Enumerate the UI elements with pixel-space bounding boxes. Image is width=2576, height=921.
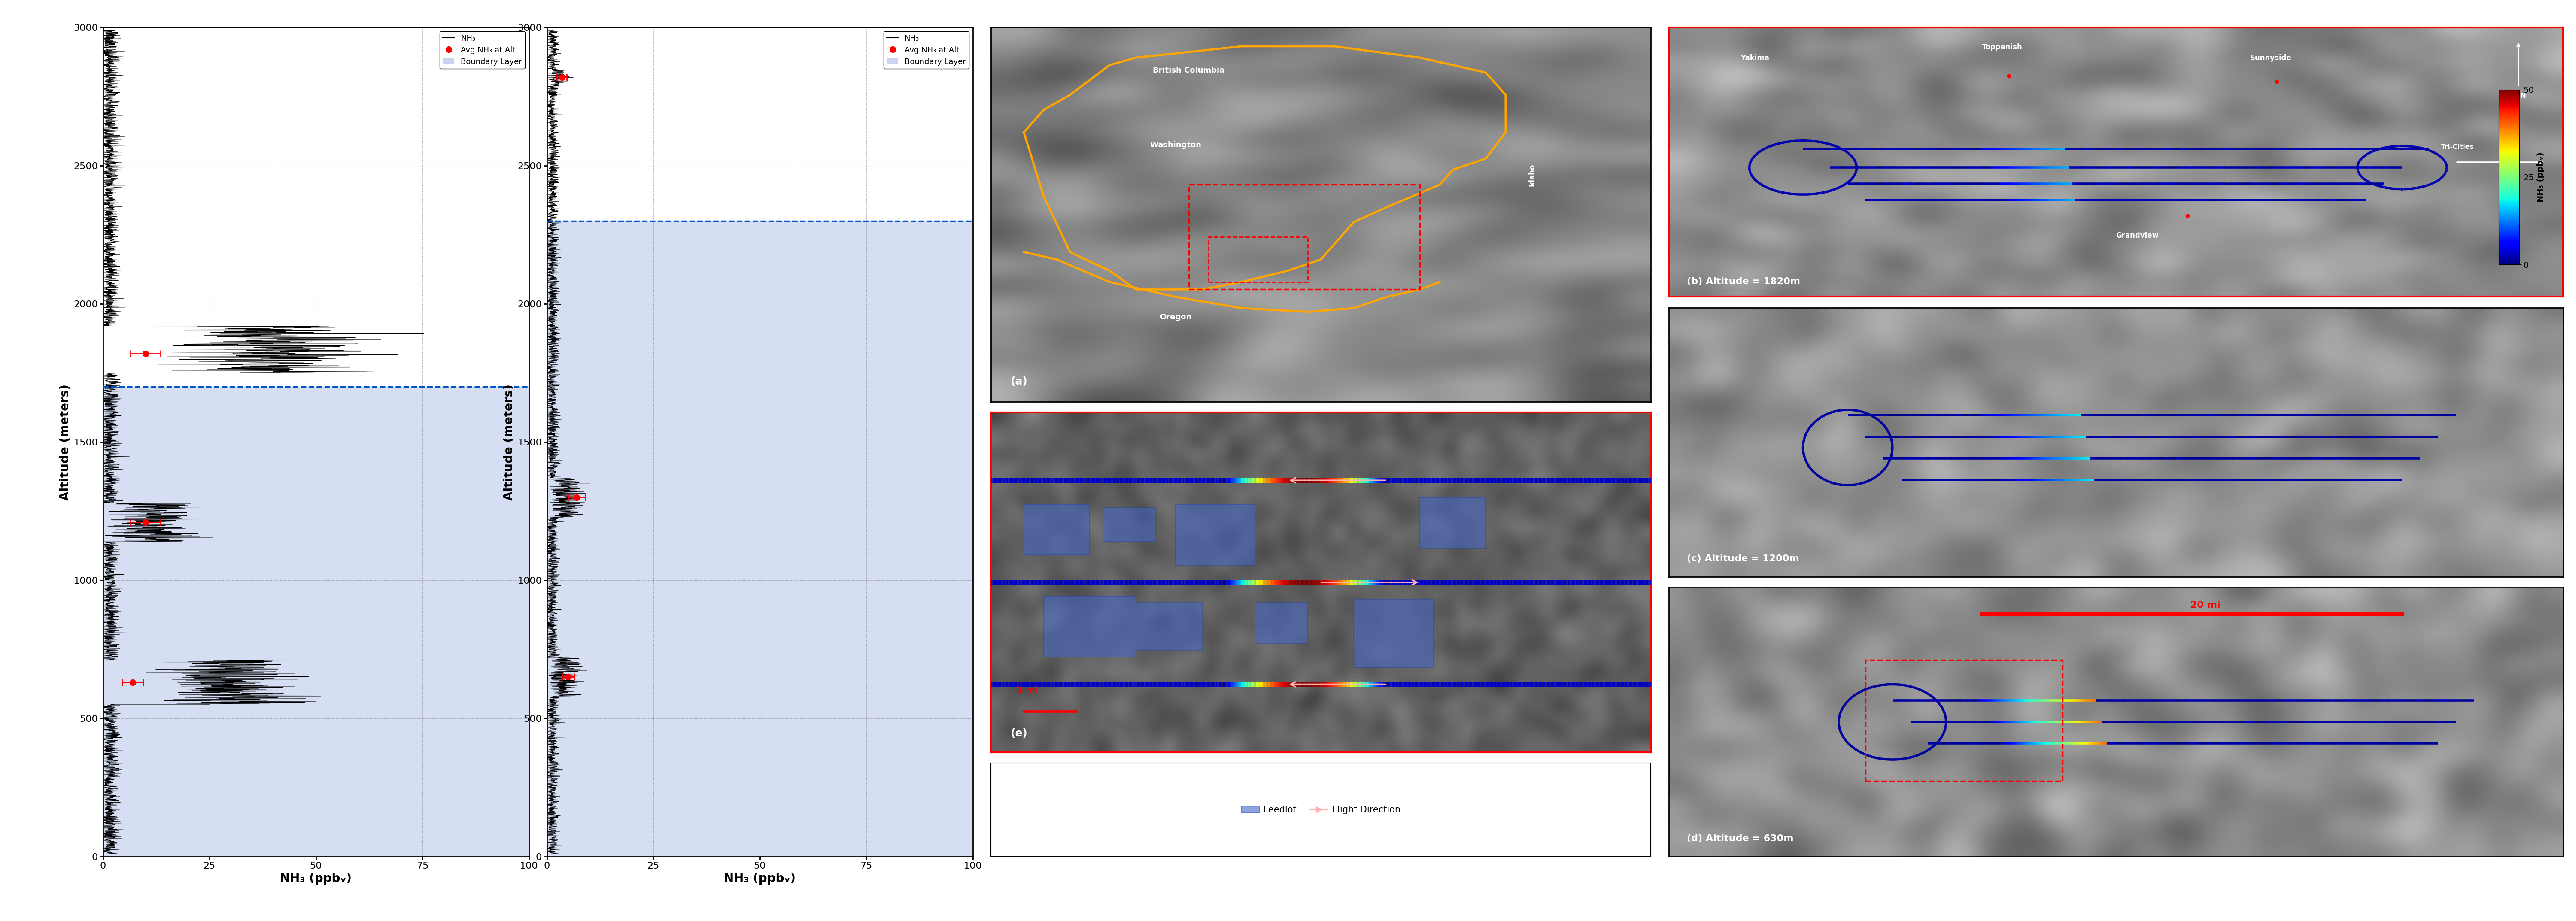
Text: (a): (a)	[474, 44, 495, 57]
Text: (a): (a)	[1010, 377, 1028, 387]
Text: Tri-Cities: Tri-Cities	[2442, 144, 2473, 150]
Bar	[103, 387, 528, 857]
Text: Washington: Washington	[1149, 141, 1200, 149]
Text: Yakima: Yakima	[1741, 54, 1770, 62]
Legend: NH₃, Avg NH₃ at Alt, Boundary Layer: NH₃, Avg NH₃ at Alt, Boundary Layer	[440, 31, 526, 69]
Bar	[1103, 507, 1157, 542]
Bar	[1136, 602, 1203, 650]
Bar	[1043, 596, 1136, 657]
Text: (b) Altitude = 1820m: (b) Altitude = 1820m	[1687, 277, 1801, 286]
Text: Sunnyside: Sunnyside	[2249, 54, 2293, 62]
Text: 20 mi: 20 mi	[2190, 600, 2221, 610]
X-axis label: NH₃ (ppbᵥ): NH₃ (ppbᵥ)	[281, 872, 353, 884]
Text: British Columbia: British Columbia	[1154, 66, 1224, 75]
Text: (d) Altitude = 630m: (d) Altitude = 630m	[1687, 834, 1793, 843]
Y-axis label: Altitude (meters): Altitude (meters)	[59, 384, 72, 500]
Text: (b): (b)	[917, 44, 938, 57]
Y-axis label: Altitude (meters): Altitude (meters)	[502, 384, 515, 500]
Bar	[1865, 660, 2063, 781]
Legend: NH₃, Avg NH₃ at Alt, Boundary Layer: NH₃, Avg NH₃ at Alt, Boundary Layer	[884, 31, 969, 69]
Text: (c) Altitude = 1200m: (c) Altitude = 1200m	[1687, 554, 1798, 563]
Y-axis label: NH₃ (ppbᵥ): NH₃ (ppbᵥ)	[2537, 152, 2545, 202]
Bar	[1355, 600, 1432, 668]
Text: Toppenish: Toppenish	[1981, 43, 2022, 51]
Legend: Feedlot, Flight Direction: Feedlot, Flight Direction	[1236, 802, 1404, 818]
X-axis label: NH₃ (ppbᵥ): NH₃ (ppbᵥ)	[724, 872, 796, 884]
Bar	[1175, 504, 1255, 565]
Text: N: N	[2519, 92, 2527, 100]
Bar	[546, 221, 974, 857]
Bar	[1188, 185, 1419, 289]
Bar	[1208, 237, 1309, 282]
Text: Oregon: Oregon	[1159, 313, 1193, 321]
Text: 1 mi: 1 mi	[1018, 686, 1038, 694]
Text: (e): (e)	[1010, 729, 1028, 739]
Bar	[1255, 602, 1309, 644]
Text: Grandview: Grandview	[2115, 231, 2159, 239]
Bar	[1419, 497, 1486, 548]
Bar	[1023, 504, 1090, 555]
Text: Idaho: Idaho	[1528, 164, 1535, 186]
